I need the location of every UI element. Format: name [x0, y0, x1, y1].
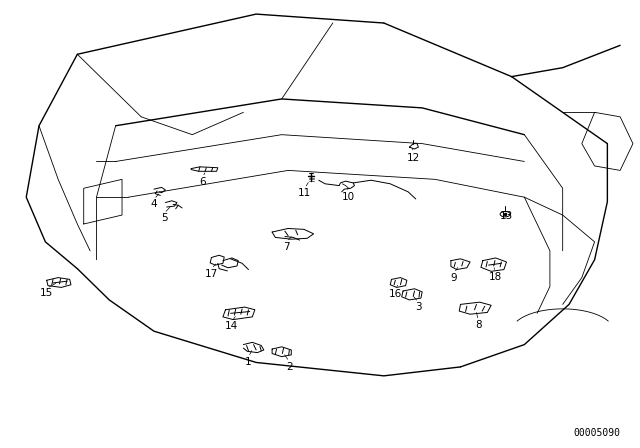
Text: 18: 18: [488, 272, 502, 282]
Text: 4: 4: [150, 199, 157, 209]
Text: 5: 5: [161, 213, 168, 223]
Text: 2: 2: [286, 362, 292, 371]
Text: 15: 15: [40, 289, 53, 298]
Text: 00005090: 00005090: [573, 428, 620, 439]
Text: 12: 12: [406, 152, 420, 163]
Text: 3: 3: [415, 302, 422, 312]
Text: 11: 11: [298, 188, 311, 198]
Text: 17: 17: [205, 269, 218, 279]
Text: 10: 10: [342, 192, 355, 202]
Text: 6: 6: [199, 177, 206, 187]
Text: 7: 7: [284, 242, 290, 252]
Text: 13: 13: [500, 211, 513, 220]
Text: 16: 16: [388, 289, 402, 299]
Text: 9: 9: [451, 273, 458, 283]
Text: 8: 8: [475, 320, 482, 331]
Text: 14: 14: [225, 321, 239, 332]
Text: 1: 1: [245, 357, 252, 367]
